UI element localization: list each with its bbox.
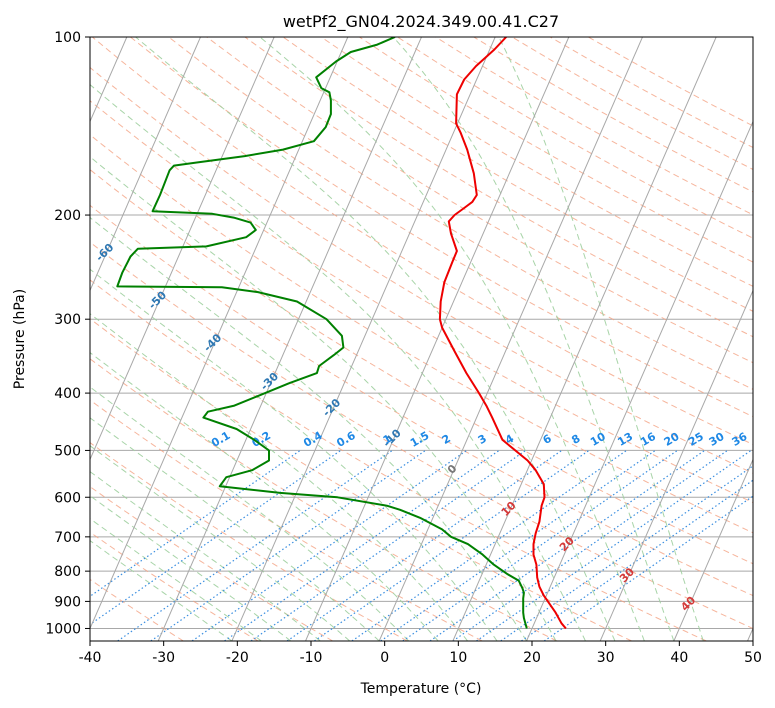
dry-adiabat [90,134,753,534]
x-tick-label: 30 [597,650,615,666]
x-tick-label: -40 [79,650,102,666]
dry-adiabat [90,204,753,597]
y-axis-title: Pressure (hPa) [12,289,28,389]
dry-adiabat [90,486,333,641]
temperature-line [438,37,567,630]
dry-adiabat [90,66,753,474]
moist-adiabat [90,386,410,641]
moist-adiabat [90,495,292,641]
moist-adiabat [90,156,557,641]
dry-adiabat [168,37,753,390]
y-tick-label: 100 [54,30,81,46]
dry-adiabat [90,100,753,504]
y-tick-label: 900 [54,594,81,610]
x-tick-label: -20 [226,650,249,666]
isotherm-line [378,37,643,641]
moist-adiabat [90,268,498,641]
y-tick-label: 200 [54,208,81,224]
x-tick-label: 50 [744,650,762,666]
profile-series [116,37,567,630]
y-tick-label: 300 [54,312,81,328]
x-tick-label: 0 [380,650,389,666]
y-tick-label: 800 [54,564,81,580]
plot-frame [89,36,754,642]
moist-adiabat [90,83,586,641]
isotherm-line [305,37,570,641]
dry-adiabat [90,241,753,630]
x-tick-label: 10 [449,650,467,666]
isotherm-line [452,37,717,641]
moist-adiabat [90,313,468,641]
moist-adiabat [498,37,704,641]
x-tick-label: -30 [152,650,175,666]
dewpoint-line [116,37,528,629]
y-tick-label: 600 [54,490,81,506]
x-tick-label: 20 [523,650,541,666]
isotherm-line [673,458,753,641]
isotherm-line [157,37,422,641]
dry-adiabat [206,37,753,364]
x-axis-ticks: -40 -30 -20 -10 0 10 20 30 40 50 [79,641,762,666]
y-tick-label: 1000 [45,621,81,637]
moist-adiabat [90,216,527,641]
isotherm-line [231,37,496,641]
y-tick-label: 700 [54,530,81,546]
dry-adiabat [320,37,753,287]
y-axis-ticks: 100 200 300 400 500 600 700 800 900 1000 [45,30,90,637]
x-tick-label: -10 [300,650,323,666]
dry-adiabat [90,168,753,565]
dry-adiabat [90,279,707,641]
chart-title: wetPf2_GN04.2024.349.00.41.C27 [283,12,559,32]
plot-area: -100-90-80-70-60-50-40-30-20-10010203040… [90,37,753,641]
isotherm-line [90,37,349,630]
dry-adiabat [282,37,753,312]
isotherm-line [90,37,275,461]
x-tick-label: 40 [670,650,688,666]
isotherm-lines [90,37,753,641]
moist-adiabat [392,37,675,641]
isotherm-line [526,120,753,641]
x-axis-title: Temperature (°C) [360,681,482,697]
isotherm-line [90,37,201,292]
dry-adiabat [90,442,408,641]
y-tick-label: 400 [54,386,81,402]
moist-adiabat [259,37,645,641]
pressure-gridlines [90,37,753,629]
dry-adiabat [90,358,558,641]
y-tick-label: 500 [54,443,81,459]
isotherm-line [599,289,753,641]
moist-adiabat [90,351,439,641]
